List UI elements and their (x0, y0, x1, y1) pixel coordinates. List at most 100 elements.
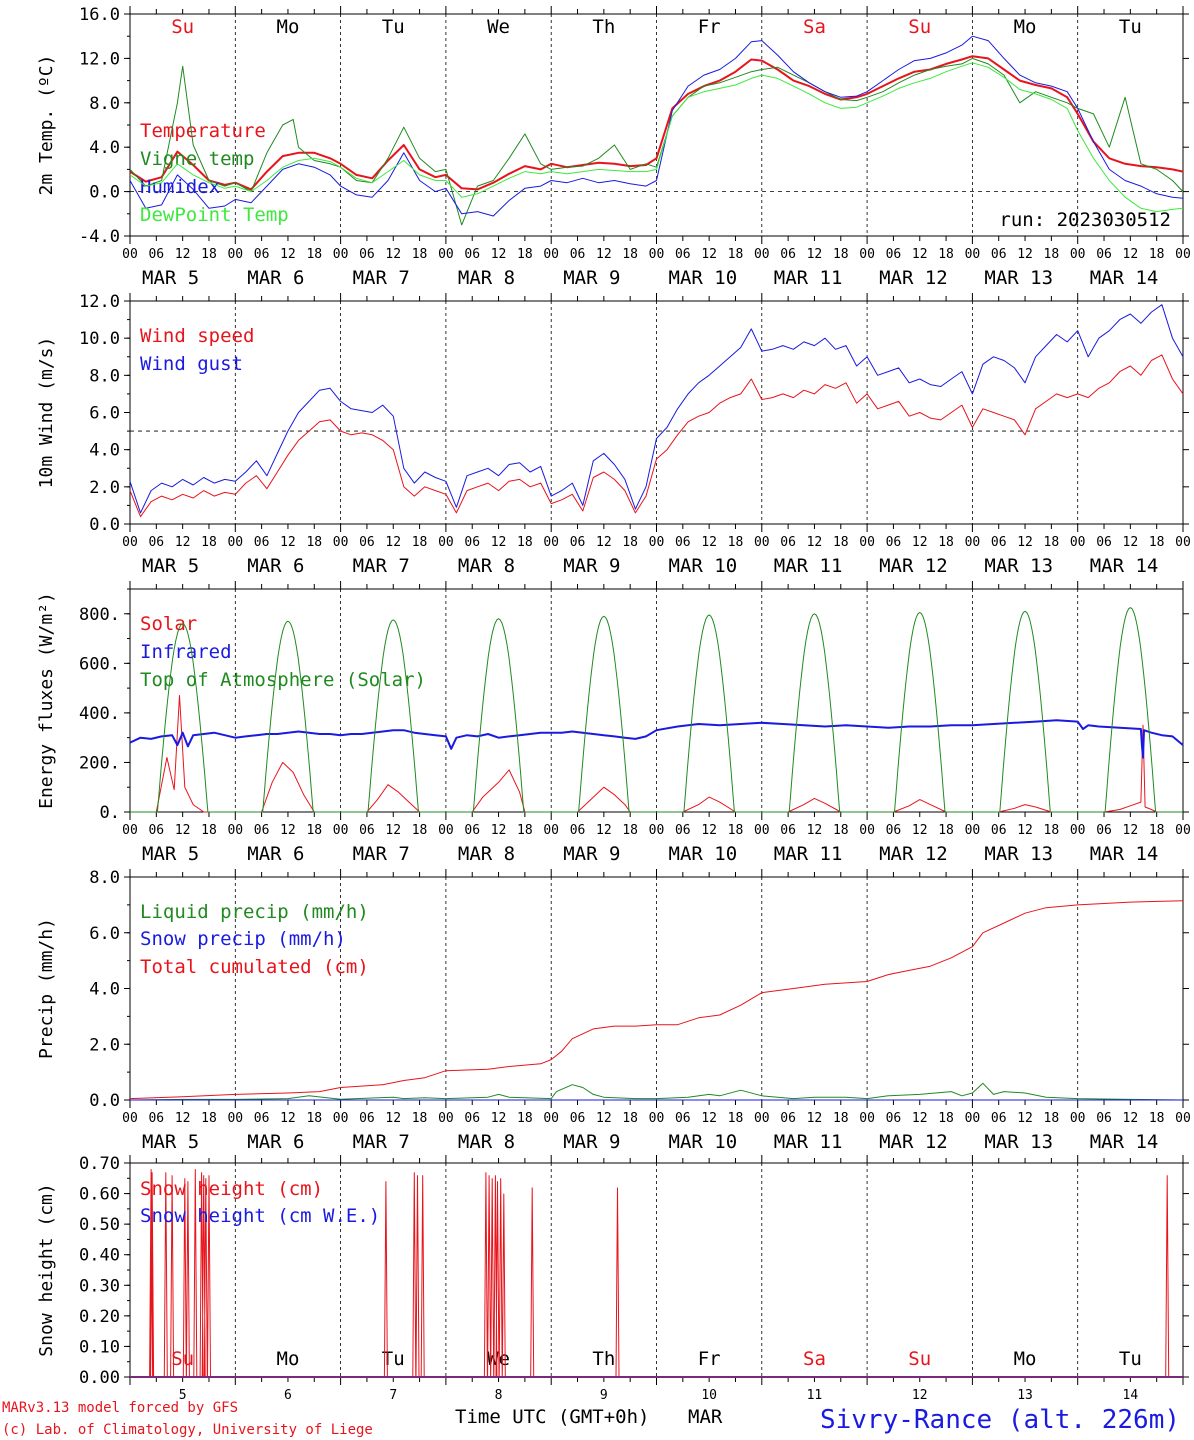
x-hour-label: 18 (1149, 823, 1165, 838)
x-hour-label: 00 (1175, 823, 1191, 838)
x-hour-label: 12 (596, 1111, 612, 1126)
x-hour-label: 00 (438, 247, 454, 262)
x-hour-label: 06 (570, 823, 586, 838)
x-hour-label: 18 (412, 535, 428, 550)
y-tick-label: 400. (79, 704, 120, 724)
y-tick-label: 6.0 (89, 404, 120, 424)
weekday-label: Tu (1119, 1348, 1142, 1370)
x-hour-label: 06 (464, 1111, 480, 1126)
x-hour-label: 12 (1017, 1111, 1033, 1126)
x-day-label: MAR 6 (247, 555, 304, 577)
x-hour-label: 00 (122, 247, 138, 262)
x-hour-label: 06 (675, 535, 691, 550)
x-day-label: MAR 7 (353, 843, 410, 865)
x-day-label: MAR 8 (458, 555, 515, 577)
chart-panel-4: 8.0 6.0 4.0 2.0 0.0 Precip (mm/h) 00 06 12 18 00 06… (36, 868, 1191, 1153)
plot-frame (129, 588, 1184, 813)
x-hour-label: 12 (385, 535, 401, 550)
x-hour-label: 18 (412, 247, 428, 262)
x-hour-label: 12 (1123, 1111, 1139, 1126)
x-day-label: MAR 13 (984, 555, 1053, 577)
chart-panel-2: 12.0 10.0 8.0 6.0 4.0 2.0 0.0 10m Wind (m/s) 00 0… (36, 292, 1191, 577)
x-day-number: 8 (495, 1388, 503, 1403)
x-hour-label: 00 (1070, 823, 1086, 838)
x-hour-label: 18 (201, 1111, 217, 1126)
y-tick-label: 800. (79, 605, 120, 625)
x-day-label: MAR 13 (984, 843, 1053, 865)
x-hour-label: 12 (701, 1111, 717, 1126)
weekday-label: Su (908, 1348, 931, 1370)
x-hour-label: 18 (201, 247, 217, 262)
x-hour-label: 12 (385, 1111, 401, 1126)
series-line-3 (129, 35, 1184, 217)
x-hour-label: 06 (991, 823, 1007, 838)
x-day-label: MAR 7 (353, 555, 410, 577)
x-hour-label: 00 (1175, 247, 1191, 262)
x-hour-label: 00 (1175, 535, 1191, 550)
y-tick-label: 0.20 (79, 1307, 120, 1327)
x-hour-label: 06 (1096, 823, 1112, 838)
legend-entry: Total cumulated (cm) (140, 956, 369, 978)
x-day-label: MAR 6 (247, 843, 304, 865)
legend-entry: Temperature (140, 120, 266, 142)
x-day-label: MAR 8 (458, 267, 515, 289)
x-day-label: MAR 11 (774, 843, 843, 865)
x-hour-label: 00 (859, 247, 875, 262)
x-hour-label: 18 (1149, 535, 1165, 550)
x-hour-label: 06 (148, 247, 164, 262)
x-hour-label: 18 (1044, 535, 1060, 550)
x-hour-label: 18 (938, 535, 954, 550)
x-hour-label: 06 (570, 1111, 586, 1126)
x-hour-label: 06 (464, 535, 480, 550)
x-hour-label: 00 (122, 823, 138, 838)
series-line-1 (129, 1082, 1184, 1101)
weekday-label: Mo (277, 1348, 300, 1370)
x-hour-label: 12 (1123, 535, 1139, 550)
x-hour-label: 18 (622, 823, 638, 838)
x-hour-label: 06 (148, 535, 164, 550)
weekday-label: Th (592, 1348, 615, 1370)
xaxis-month: MAR (688, 1406, 723, 1428)
weekday-label: Tu (382, 16, 405, 38)
x-hour-label: 06 (148, 823, 164, 838)
x-day-number: 6 (284, 1388, 292, 1403)
y-tick-label: 0.0 (89, 515, 120, 535)
station-name: Sivry-Rance (alt. 226m) (820, 1405, 1180, 1435)
x-day-label: MAR 10 (669, 267, 738, 289)
weekday-label: Su (171, 16, 194, 38)
x-day-label: MAR 11 (774, 1131, 843, 1153)
x-hour-label: 06 (464, 823, 480, 838)
x-hour-label: 12 (807, 535, 823, 550)
x-day-number: 13 (1017, 1388, 1033, 1403)
x-day-label: MAR 9 (563, 555, 620, 577)
x-hour-label: 12 (912, 535, 928, 550)
x-day-label: MAR 9 (563, 1131, 620, 1153)
x-hour-label: 00 (438, 1111, 454, 1126)
x-hour-label: 18 (622, 1111, 638, 1126)
legend-entry: Wind speed (140, 325, 254, 347)
x-day-label: MAR 14 (1090, 1131, 1159, 1153)
x-day-label: MAR 8 (458, 1131, 515, 1153)
x-day-label: MAR 5 (142, 267, 199, 289)
x-hour-label: 00 (122, 535, 138, 550)
x-hour-label: 00 (649, 535, 665, 550)
x-day-number: 14 (1123, 1388, 1139, 1403)
x-hour-label: 00 (965, 1111, 981, 1126)
x-hour-label: 06 (780, 1111, 796, 1126)
y-axis-label: 10m Wind (m/s) (36, 337, 57, 489)
series-line-2 (129, 57, 1184, 226)
y-tick-label: 0.0 (89, 183, 120, 203)
weekday-label: Sa (803, 1348, 826, 1370)
chart-panel-1: 16.0 12.0 8.0 4.0 0.0 -4.0 2m Temp. (ºC) 00 06 12… (36, 5, 1191, 289)
y-tick-label: 4.0 (89, 138, 120, 158)
run-annotation: run: 2023030512 (999, 209, 1171, 231)
x-hour-label: 00 (859, 535, 875, 550)
x-hour-label: 12 (491, 1111, 507, 1126)
y-axis-label: Snow height (cm) (36, 1183, 57, 1356)
x-hour-label: 12 (385, 247, 401, 262)
x-day-label: MAR 5 (142, 555, 199, 577)
x-hour-label: 18 (517, 1111, 533, 1126)
legend-entry: Liquid precip (mm/h) (140, 901, 369, 923)
x-hour-label: 18 (306, 247, 322, 262)
